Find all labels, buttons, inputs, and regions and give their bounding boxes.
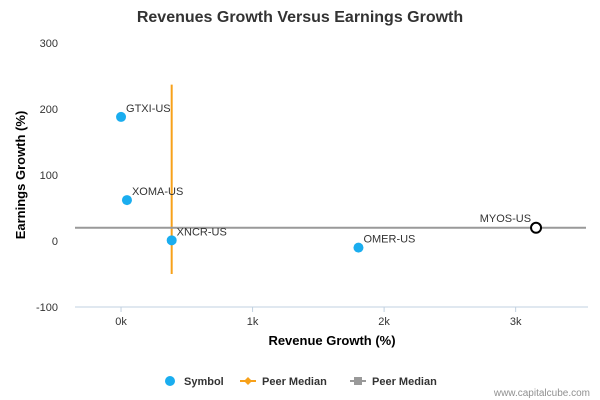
legend: Symbol Peer Median Peer Median bbox=[165, 376, 437, 388]
y-tick-label: 200 bbox=[40, 104, 58, 116]
y-axis-title: Earnings Growth (%) bbox=[13, 111, 28, 240]
x-axis-title: Revenue Growth (%) bbox=[268, 333, 395, 348]
y-tick-label: -100 bbox=[36, 302, 58, 314]
legend-item: Peer Median bbox=[350, 376, 437, 388]
legend-label: Peer Median bbox=[262, 376, 327, 388]
data-point-omer-us bbox=[353, 242, 364, 253]
data-label-xoma-us: XOMA-US bbox=[132, 186, 183, 198]
legend-item: Peer Median bbox=[240, 376, 327, 388]
x-tick-label: 0k bbox=[115, 316, 127, 328]
legend-symbol-diamond bbox=[244, 377, 252, 385]
y-tick-label: 300 bbox=[40, 38, 58, 50]
x-tick-label: 2k bbox=[378, 316, 390, 328]
data-label-gtxi-us: GTXI-US bbox=[126, 103, 171, 115]
legend-symbol-square bbox=[354, 377, 362, 385]
legend-item: Symbol bbox=[165, 376, 224, 388]
y-tick-label: 100 bbox=[40, 170, 58, 182]
legend-symbol-circle bbox=[165, 376, 175, 386]
axes: 0k 1k 2k 3k -100 0 100 200 300 bbox=[36, 38, 588, 328]
data-point-xoma-us bbox=[121, 195, 132, 206]
data-point-gtxi-us bbox=[116, 111, 127, 122]
chart-title: Revenues Growth Versus Earnings Growth bbox=[137, 9, 463, 26]
data-label-omer-us: OMER-US bbox=[363, 234, 415, 246]
legend-label: Symbol bbox=[184, 376, 224, 388]
data-points: GTXI-US XOMA-US XNCR-US OMER-US MYOS-US bbox=[116, 103, 543, 253]
x-tick-label: 1k bbox=[247, 316, 259, 328]
x-tick-label: 3k bbox=[510, 316, 522, 328]
y-tick-label: 0 bbox=[52, 236, 58, 248]
data-point-myos-us bbox=[530, 221, 543, 234]
credit-text: www.capitalcube.com bbox=[493, 388, 590, 399]
data-label-xncr-us: XNCR-US bbox=[177, 226, 227, 238]
legend-label: Peer Median bbox=[372, 376, 437, 388]
data-point-xncr-us bbox=[166, 235, 177, 246]
data-label-myos-us: MYOS-US bbox=[480, 213, 531, 225]
